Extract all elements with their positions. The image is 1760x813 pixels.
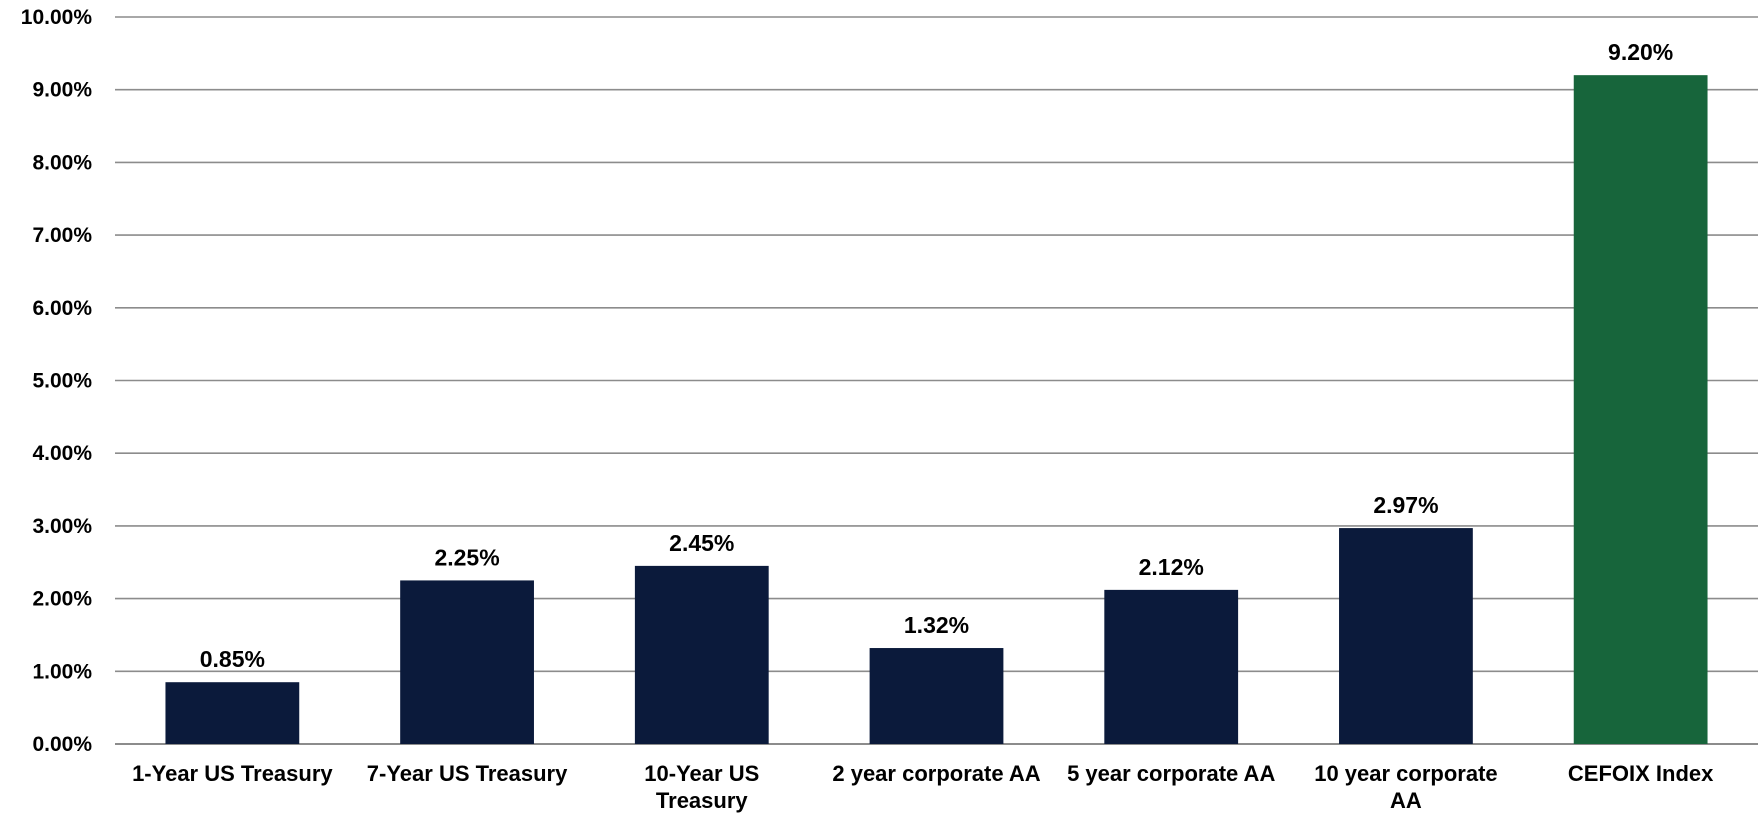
category-label: 10-Year US	[644, 761, 759, 786]
bar	[1339, 528, 1473, 744]
y-tick-label: 4.00%	[32, 442, 92, 465]
data-label: 2.45%	[669, 530, 734, 556]
bar	[1104, 589, 1239, 744]
y-tick-label: 3.00%	[32, 515, 92, 538]
gridlines	[115, 16, 1758, 745]
y-tick-label: 8.00%	[32, 151, 92, 174]
category-label: 10 year corporate	[1314, 761, 1497, 786]
bar	[165, 682, 300, 744]
data-label: 9.20%	[1608, 39, 1673, 65]
data-label: 0.85%	[200, 646, 265, 672]
category-label: Treasury	[656, 788, 748, 813]
y-tick-label: 7.00%	[32, 224, 92, 247]
bar	[400, 580, 534, 744]
y-axis-tick-labels: 0.00% 1.00% 2.00% 3.00% 4.00% 5.00% 6.00% 7.00%…	[21, 6, 93, 756]
bar	[1573, 75, 1708, 744]
category-label: 2 year corporate AA	[832, 761, 1040, 786]
category-label: 1-Year US Treasury	[132, 761, 333, 786]
y-tick-label: 10.00%	[21, 6, 93, 29]
data-labels: 0.85% 2.25% 2.45% 1.32% 2.12% 2.97% 9.20%	[200, 39, 1674, 672]
bar	[869, 648, 1004, 744]
y-tick-label: 0.00%	[32, 733, 92, 756]
data-label: 2.97%	[1373, 492, 1438, 518]
data-label: 1.32%	[904, 612, 969, 638]
data-label: 2.12%	[1139, 554, 1204, 580]
y-tick-label: 5.00%	[32, 370, 92, 393]
y-tick-label: 2.00%	[32, 588, 92, 611]
y-tick-label: 1.00%	[32, 660, 92, 683]
category-label: 7-Year US Treasury	[367, 761, 568, 786]
data-label: 2.25%	[434, 544, 499, 570]
bar	[634, 565, 769, 744]
category-label: CEFOIX Index	[1568, 761, 1714, 786]
bars	[165, 75, 1708, 744]
category-label: 5 year corporate AA	[1067, 761, 1275, 786]
y-tick-label: 9.00%	[32, 79, 92, 102]
y-tick-label: 6.00%	[32, 297, 92, 320]
category-label: AA	[1390, 788, 1422, 813]
x-axis-category-labels: 1-Year US Treasury 7-Year US Treasury 10-Y…	[132, 761, 1714, 813]
